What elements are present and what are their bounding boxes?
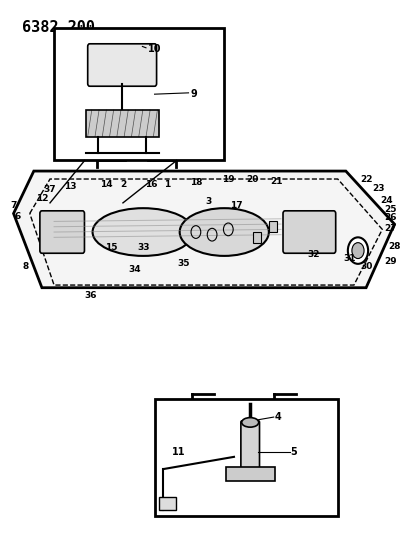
FancyBboxPatch shape — [40, 211, 84, 253]
Text: 19: 19 — [222, 174, 235, 183]
Text: 28: 28 — [388, 242, 401, 251]
Bar — [86, 110, 159, 136]
Ellipse shape — [180, 208, 269, 256]
Text: 12: 12 — [35, 194, 48, 203]
Text: 31: 31 — [344, 254, 356, 263]
Text: 37: 37 — [44, 185, 56, 194]
Text: 6: 6 — [14, 212, 21, 221]
Text: 17: 17 — [230, 201, 243, 210]
Text: 23: 23 — [372, 183, 384, 192]
Bar — [253, 232, 261, 243]
Bar — [269, 221, 277, 232]
Text: 15: 15 — [104, 244, 117, 253]
Text: 18: 18 — [190, 178, 202, 187]
Text: 10: 10 — [148, 44, 161, 54]
Text: 27: 27 — [384, 224, 397, 233]
Text: 26: 26 — [384, 213, 397, 222]
Text: 5: 5 — [291, 447, 297, 457]
Text: 9: 9 — [190, 89, 197, 99]
FancyBboxPatch shape — [283, 211, 336, 253]
Text: 25: 25 — [384, 205, 397, 214]
Text: 35: 35 — [177, 260, 190, 268]
Text: 4: 4 — [275, 412, 281, 422]
Text: 14: 14 — [100, 180, 113, 189]
Circle shape — [348, 237, 368, 264]
Text: 11: 11 — [172, 447, 185, 457]
Text: 13: 13 — [64, 182, 77, 191]
Text: 36: 36 — [84, 291, 97, 300]
FancyBboxPatch shape — [241, 421, 259, 469]
Text: 6382 200: 6382 200 — [22, 20, 95, 35]
Text: 24: 24 — [380, 196, 392, 205]
Bar — [54, 28, 224, 160]
Text: 21: 21 — [271, 177, 283, 186]
Bar — [155, 399, 338, 516]
Circle shape — [352, 243, 364, 259]
Ellipse shape — [242, 418, 259, 427]
Text: 3: 3 — [205, 197, 211, 206]
Text: 8: 8 — [22, 262, 29, 271]
Text: 30: 30 — [360, 262, 372, 271]
Text: 33: 33 — [137, 244, 149, 253]
Text: 7: 7 — [10, 201, 17, 210]
Text: 34: 34 — [129, 265, 142, 273]
Bar — [160, 497, 175, 511]
Text: 29: 29 — [384, 257, 397, 265]
Text: 20: 20 — [246, 174, 259, 183]
Text: 1: 1 — [164, 180, 171, 189]
Ellipse shape — [93, 208, 194, 256]
Polygon shape — [13, 171, 395, 288]
Text: 22: 22 — [360, 174, 373, 183]
FancyBboxPatch shape — [88, 44, 157, 86]
Text: 2: 2 — [120, 180, 126, 189]
Text: 16: 16 — [145, 180, 157, 189]
Bar — [226, 467, 275, 481]
Text: 32: 32 — [307, 250, 319, 259]
